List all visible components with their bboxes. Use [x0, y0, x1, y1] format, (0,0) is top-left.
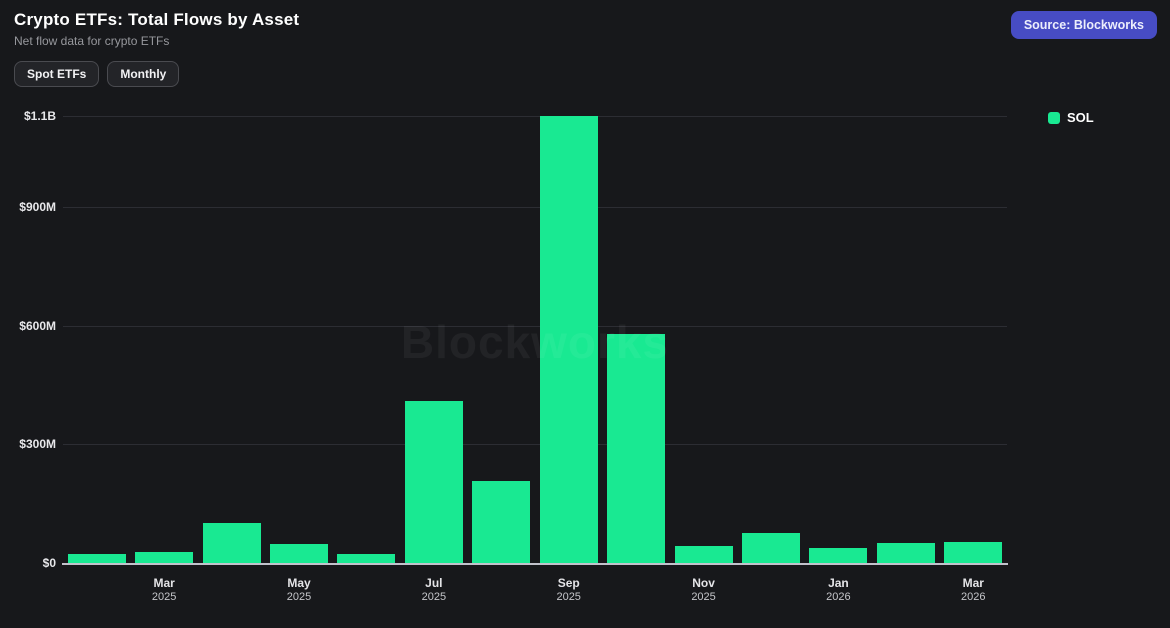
- bar-mar-2025[interactable]: [135, 551, 194, 563]
- x-tick-month: Mar: [153, 576, 175, 590]
- y-axis-tick-300m: $300M: [19, 437, 56, 452]
- x-axis-tick-jul-2025: Jul 2025: [394, 576, 474, 603]
- bar-feb-2026[interactable]: [876, 543, 935, 563]
- legend-swatch-icon: [1048, 111, 1060, 124]
- x-axis-tick-nov-2025: Nov 2025: [664, 576, 744, 603]
- x-tick-year: 2026: [961, 591, 986, 603]
- page-subtitle: Net flow data for crypto ETFs: [14, 34, 170, 48]
- x-tick-year: 2025: [286, 591, 312, 603]
- y-axis-tick-600m: $600M: [19, 318, 56, 333]
- x-axis-tick-mar-2026: Mar 2026: [933, 576, 1013, 603]
- legend-label: SOL: [1067, 110, 1094, 125]
- bar-nov-2025[interactable]: [674, 546, 733, 563]
- x-tick-month: Nov: [692, 576, 715, 590]
- page-title: Crypto ETFs: Total Flows by Asset: [14, 10, 300, 29]
- gridline-1.1b: [63, 116, 1007, 117]
- legend-item-sol[interactable]: SOL: [1048, 110, 1094, 125]
- y-axis-tick-0: $0: [42, 556, 56, 570]
- bar-jul-2025[interactable]: [404, 400, 463, 563]
- bar-aug-2025[interactable]: [472, 481, 531, 563]
- y-axis-tick-900m: $900M: [19, 200, 56, 215]
- gridline-300m: [63, 444, 1007, 446]
- x-tick-year: 2026: [826, 591, 851, 603]
- legend: SOL: [1048, 110, 1094, 125]
- x-axis-tick-mar-2025: Mar 2025: [124, 576, 204, 603]
- x-tick-year: 2025: [151, 591, 177, 603]
- bar-mar-2026[interactable]: [944, 542, 1003, 563]
- filter-bar: Spot ETFs Monthly: [14, 61, 180, 87]
- watermark: Blockworks: [400, 316, 670, 368]
- gridline-900m: [63, 207, 1007, 209]
- bar-jun-2025[interactable]: [337, 554, 396, 563]
- filter-spot-etfs[interactable]: Spot ETFs: [14, 61, 100, 87]
- bar-dec-2025[interactable]: [742, 533, 800, 563]
- gridline-600m: [63, 325, 1007, 327]
- bar-sep-2025[interactable]: [539, 116, 598, 563]
- x-tick-year: 2025: [421, 591, 447, 603]
- bar-apr-2025[interactable]: [202, 523, 261, 563]
- bar-oct-2025[interactable]: [607, 334, 666, 563]
- x-axis-tick-sep-2025: Sep 2025: [529, 576, 609, 603]
- x-tick-year: 2025: [556, 591, 581, 603]
- x-tick-month: Jan: [828, 576, 849, 590]
- x-tick-month: May: [287, 576, 311, 590]
- x-axis-line: [62, 563, 1008, 565]
- x-axis-tick-jan-2026: Jan 2026: [798, 576, 878, 603]
- x-tick-month: Sep: [557, 576, 580, 590]
- x-tick-year: 2025: [691, 591, 716, 603]
- source-button[interactable]: Source: Blockworks: [1010, 11, 1157, 39]
- y-axis-tick-1.1b: $1.1B: [23, 109, 56, 123]
- bar-feb-2025[interactable]: [67, 554, 126, 563]
- bar-may-2025[interactable]: [270, 543, 328, 563]
- x-axis-tick-may-2025: May 2025: [259, 576, 339, 603]
- x-tick-month: Jul: [425, 576, 443, 590]
- filter-monthly[interactable]: Monthly: [107, 61, 180, 87]
- bar-jan-2026[interactable]: [809, 548, 868, 563]
- x-tick-month: Mar: [962, 576, 984, 590]
